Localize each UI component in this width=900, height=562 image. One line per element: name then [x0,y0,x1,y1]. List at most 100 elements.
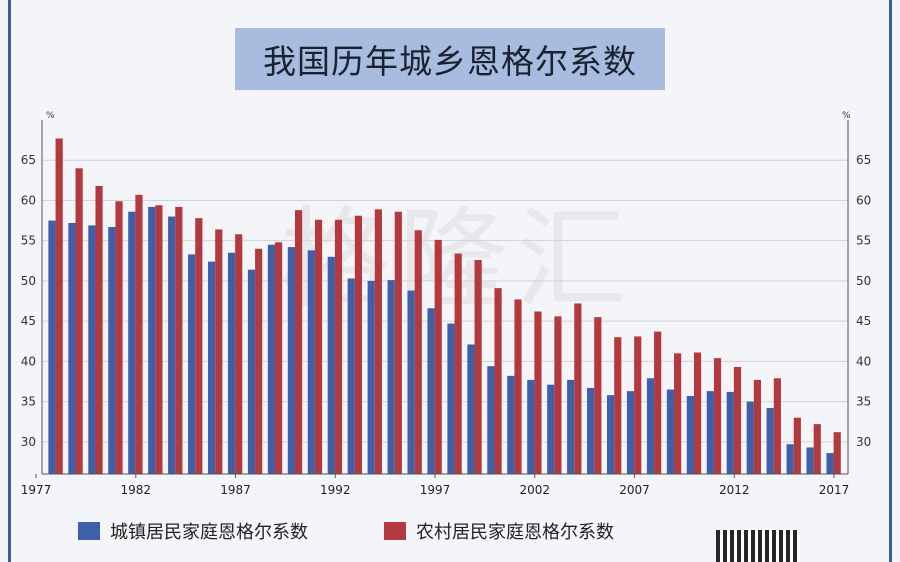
y-tick-label-right: 40 [856,354,871,368]
y-tick-label-right: 60 [856,193,871,207]
bar-rural [733,366,742,474]
bar-urban [287,247,295,474]
bar-urban [786,444,794,474]
axis-layer: 30 30 35 35 40 40 45 45 50 50 55 55 60 60 65 65% % 1977 19… [21,111,872,497]
bar-rural [753,379,762,474]
y-tick-label-left: 30 [21,435,36,449]
bar-urban [347,278,355,474]
bar-rural [634,336,642,474]
bar-rural [693,352,702,474]
bar-urban [68,222,76,474]
bar-urban [686,395,694,474]
bar-rural [833,432,841,474]
x-tick-label: 2017 [819,483,850,497]
bar-urban [447,323,455,474]
bar-urban [826,453,834,474]
y-tick-label-left: 35 [21,395,36,409]
bar-rural [813,424,821,474]
x-tick-label: 1982 [121,483,152,497]
legend-rural: 农村居民家庭恩格尔系数 [384,518,614,544]
bar-urban [48,220,56,474]
bar-rural [155,205,163,475]
bar-rural [773,378,781,474]
bar-urban [587,387,595,474]
bar-rural [275,242,283,474]
chart-title: 我国历年城乡恩格尔系数 [263,42,637,81]
y-tick-label-left: 45 [21,314,36,328]
bar-rural [215,229,223,474]
legend-urban-swatch [78,522,100,540]
bar-rural [354,215,363,474]
bar-urban [766,408,774,474]
bar-urban [267,244,276,474]
bar-rural [115,201,123,474]
y-tick-label-left: 60 [21,193,36,207]
bar-rural [554,316,562,474]
bar-rural [294,210,303,475]
legend-rural-swatch [384,522,406,540]
bar-urban [148,206,156,474]
bar-rural [454,253,462,474]
bar-rural [514,299,522,474]
bar-rural [474,259,482,474]
bar-urban [606,395,615,474]
x-tick-label: 2002 [520,483,551,497]
chart-title-box: 我国历年城乡恩格尔系数 [235,28,665,90]
y-unit-left: % [46,111,55,121]
y-tick-label-right: 30 [856,435,871,449]
y-tick-label-left: 55 [21,234,36,248]
x-tick-label: 2007 [619,483,650,497]
bar-rural [394,211,402,474]
bar-urban [367,280,375,474]
bar-urban [327,256,335,474]
bar-urban [307,250,315,474]
bar-urban [247,269,256,474]
bar-urban [407,290,415,474]
bar-urban [467,344,475,474]
bar-rural [713,358,722,474]
legend-rural-label: 农村居民家庭恩格尔系数 [416,522,614,543]
bar-urban [706,391,714,474]
legend-urban: 城镇居民家庭恩格尔系数 [78,518,308,544]
bar-urban [207,261,216,474]
bar-urban [487,366,495,474]
bar-urban [666,389,675,474]
x-tick-label: 1992 [320,483,351,497]
right-border [889,0,892,562]
bar-urban [168,216,176,474]
bars-layer [48,138,841,475]
bar-rural [235,234,243,474]
bar-urban [626,391,635,474]
bar-rural [654,331,662,474]
bar-urban [507,375,515,474]
bar-rural [793,417,801,474]
y-tick-label-left: 65 [21,153,36,167]
y-tick-label-right: 65 [856,153,871,167]
bar-urban [88,225,96,474]
bar-urban [746,401,754,474]
bar-rural [95,185,103,475]
bar-rural [574,303,582,474]
y-unit-right: % [842,111,851,121]
y-tick-label-right: 35 [856,395,871,409]
x-tick-label: 1987 [220,483,251,497]
x-tick-label: 1977 [21,483,52,497]
bar-urban [547,384,555,474]
bar-urban [567,379,575,474]
bar-rural [674,353,682,474]
bar-rural [75,168,83,475]
bar-urban [387,280,395,474]
bar-urban [646,378,655,474]
bar-rural [135,194,143,474]
bar-rural [255,248,263,474]
y-tick-label-right: 45 [856,314,871,328]
x-tick-label: 1997 [420,483,451,497]
bar-rural [534,311,542,474]
bar-rural [55,138,63,474]
left-border [8,0,11,562]
bar-rural [494,288,502,474]
bar-rural [314,219,323,474]
bar-urban [527,379,535,474]
qr-code [716,530,800,562]
